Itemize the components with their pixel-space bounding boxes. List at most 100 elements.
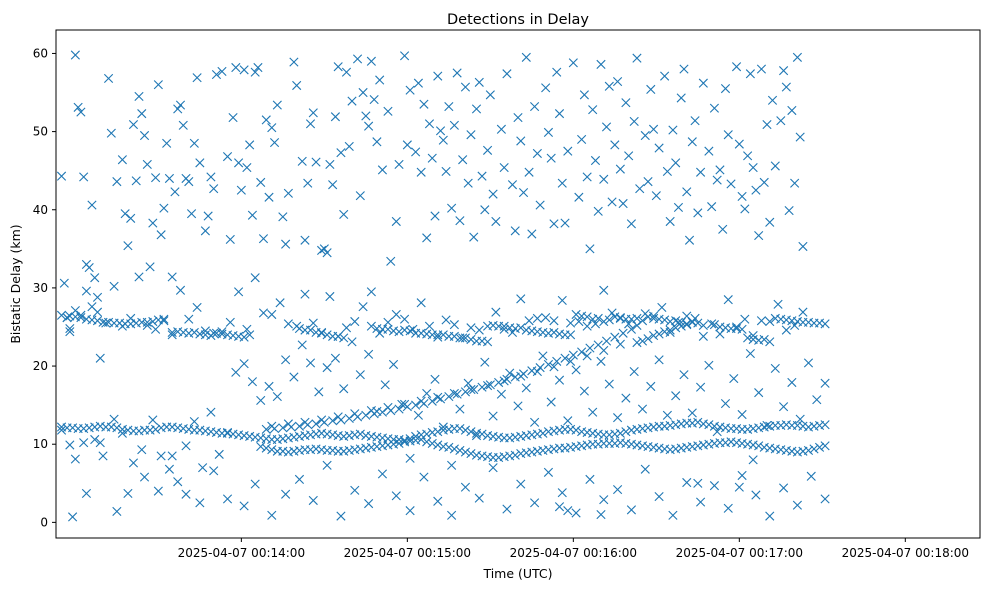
data-point [599, 285, 609, 295]
data-point [530, 498, 540, 508]
data-point [311, 419, 321, 429]
data-point [148, 316, 158, 327]
data-point [308, 108, 318, 118]
data-point [610, 332, 620, 342]
data-point [684, 235, 695, 245]
data-point [128, 458, 139, 468]
data-point [579, 90, 589, 100]
data-point [496, 124, 506, 134]
data-point [231, 62, 241, 73]
data-point [532, 366, 542, 377]
data-point [90, 434, 100, 445]
data-point [364, 121, 374, 131]
data-point [430, 211, 440, 221]
data-point [145, 262, 155, 272]
data-point [549, 327, 559, 338]
data-point [139, 130, 150, 141]
data-point [471, 104, 482, 114]
data-point [709, 320, 720, 330]
data-point [748, 330, 758, 341]
data-point [264, 192, 274, 202]
data-point [524, 316, 534, 326]
data-point [632, 313, 642, 323]
data-point [803, 358, 814, 368]
data-point [148, 218, 158, 228]
data-point [552, 356, 562, 366]
data-point [333, 62, 343, 72]
data-point [798, 241, 808, 252]
data-point [521, 52, 531, 62]
data-point [139, 472, 150, 482]
data-point [355, 429, 365, 439]
data-point [281, 239, 291, 249]
data-point [532, 148, 542, 159]
data-point [643, 312, 653, 322]
y-tick-label: 10 [33, 437, 48, 451]
data-point [560, 218, 570, 228]
data-point [496, 389, 506, 399]
data-point [399, 314, 410, 324]
data-point [422, 437, 432, 447]
data-point [159, 203, 169, 213]
data-point [358, 87, 368, 98]
data-point [151, 424, 161, 434]
data-point [776, 116, 786, 126]
data-point [466, 334, 476, 345]
data-point [756, 316, 767, 326]
data-point [352, 54, 363, 64]
data-point [339, 384, 349, 394]
data-point [599, 495, 609, 505]
data-point [693, 208, 703, 218]
data-point [452, 389, 462, 399]
data-point [571, 508, 581, 518]
data-point [81, 286, 92, 296]
chart-title: Detections in Delay [447, 12, 589, 28]
data-point [137, 109, 147, 119]
data-point [549, 219, 559, 229]
data-point [662, 410, 672, 420]
data-point [588, 407, 598, 417]
data-point [330, 353, 341, 363]
y-tick-label: 40 [33, 203, 48, 217]
data-point [222, 494, 233, 504]
data-point [563, 416, 573, 426]
data-point [355, 191, 365, 201]
data-point [726, 323, 736, 334]
data-point [723, 130, 733, 140]
data-point [676, 93, 686, 103]
data-point [643, 177, 653, 187]
data-point [491, 307, 501, 317]
data-point [765, 217, 775, 227]
data-point [424, 321, 435, 331]
data-point [754, 388, 764, 398]
data-point [743, 151, 753, 161]
data-point [505, 368, 515, 378]
data-point [126, 213, 136, 223]
data-point [604, 81, 614, 91]
data-point [624, 151, 634, 161]
data-point [447, 460, 457, 470]
data-point [361, 111, 371, 121]
data-point [239, 332, 249, 342]
data-point [247, 210, 258, 220]
data-point [466, 384, 476, 395]
data-point [411, 431, 421, 441]
data-point [648, 124, 659, 134]
data-point [151, 324, 161, 334]
data-point [361, 410, 371, 420]
data-point [394, 159, 404, 170]
data-point [289, 57, 299, 67]
data-point [325, 159, 335, 170]
data-point [173, 477, 183, 487]
data-point [698, 78, 708, 88]
data-point [660, 327, 670, 337]
data-point [458, 333, 468, 343]
data-point [563, 146, 573, 156]
data-point [770, 161, 780, 171]
data-point [726, 179, 736, 189]
data-point [613, 413, 623, 423]
x-tick-label: 2025-04-07 00:17:00 [676, 546, 803, 560]
data-point [657, 302, 667, 313]
y-tick-label: 60 [33, 46, 48, 60]
